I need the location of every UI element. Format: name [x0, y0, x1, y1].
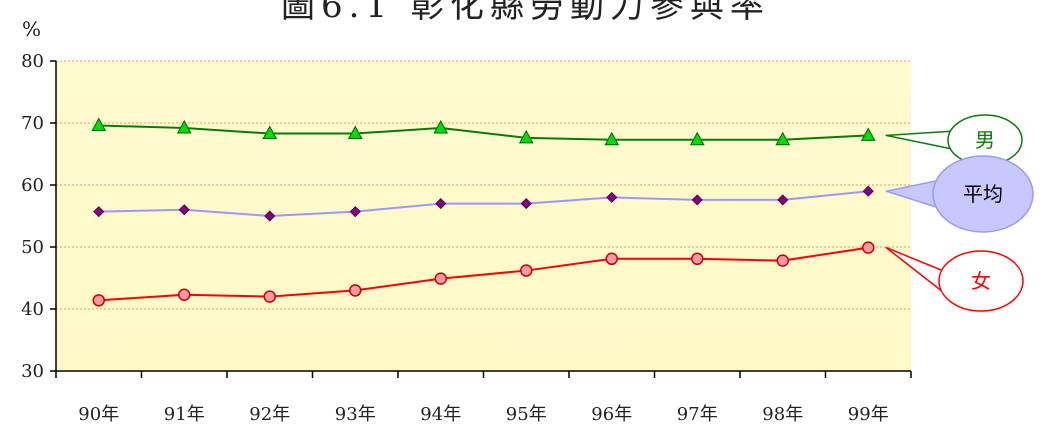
data-point	[691, 194, 703, 206]
callout-1: 平均	[885, 155, 1034, 233]
series-0	[91, 117, 876, 146]
data-point	[178, 288, 191, 301]
callout-bubble	[932, 155, 1034, 233]
data-point	[520, 198, 532, 210]
data-point	[264, 210, 276, 222]
y-tick-labels: 30 40 50 60 70 80	[21, 51, 44, 382]
data-point	[606, 191, 618, 203]
data-point	[91, 117, 107, 131]
data-point	[777, 194, 789, 206]
data-point	[518, 129, 534, 144]
y-tick-label: 80	[21, 51, 44, 72]
x-tick-label: 90年	[78, 404, 119, 425]
data-point	[263, 290, 276, 303]
data-point	[775, 131, 791, 146]
data-point	[262, 125, 278, 140]
axes	[50, 60, 912, 378]
data-point	[349, 206, 361, 218]
legend-label: 男	[975, 128, 995, 152]
data-point	[691, 252, 704, 266]
x-tick-label: 98年	[762, 404, 803, 425]
data-point	[176, 119, 192, 134]
series-1	[93, 185, 874, 222]
data-point	[862, 241, 875, 254]
data-point	[604, 131, 620, 146]
y-tick-label: 70	[21, 113, 44, 134]
callout-0: 男	[885, 114, 1023, 166]
data-point	[435, 198, 447, 210]
y-tick-label: 40	[21, 299, 44, 320]
x-tick-label: 92年	[249, 404, 290, 425]
callout-2: 女	[885, 246, 1024, 312]
x-tick-label: 95年	[506, 404, 547, 425]
x-tick-label: 97年	[677, 404, 718, 425]
series-lines	[91, 117, 876, 307]
legend-label: 平均	[963, 182, 1003, 206]
legend-label: 女	[971, 269, 991, 293]
data-point	[862, 185, 874, 197]
chart-title: 圖6.1 彰化縣勞動力參與率	[281, 0, 770, 26]
series-2	[92, 241, 875, 307]
plot-area	[56, 61, 911, 371]
x-tick-label: 99年	[848, 404, 889, 425]
series-line	[98, 124, 869, 141]
x-tick-label: 93年	[335, 404, 376, 425]
y-tick-label: 60	[21, 175, 44, 196]
data-point	[776, 254, 789, 267]
y-tick-label: 50	[21, 237, 44, 258]
data-point	[92, 294, 105, 307]
x-tick-label: 96年	[591, 404, 632, 425]
data-point	[520, 264, 533, 277]
data-point	[349, 284, 362, 297]
data-point	[860, 127, 876, 141]
data-point	[93, 206, 105, 218]
gridlines	[56, 60, 911, 310]
data-point	[433, 119, 449, 134]
data-point	[605, 252, 618, 266]
series-line	[98, 190, 869, 218]
data-point	[434, 272, 447, 285]
callout-bubble	[938, 250, 1024, 312]
series-line	[98, 246, 869, 302]
data-point	[689, 131, 705, 146]
y-tick-label: 30	[21, 361, 44, 382]
x-tick-labels: 90年 91年 92年 93年 94年 95年 96年 97年 98年 99年	[78, 404, 888, 425]
x-tick-label: 91年	[164, 404, 205, 425]
data-point	[347, 125, 363, 140]
x-tick-label: 94年	[420, 404, 461, 425]
y-axis-label: %	[22, 17, 41, 41]
data-point	[178, 204, 190, 216]
